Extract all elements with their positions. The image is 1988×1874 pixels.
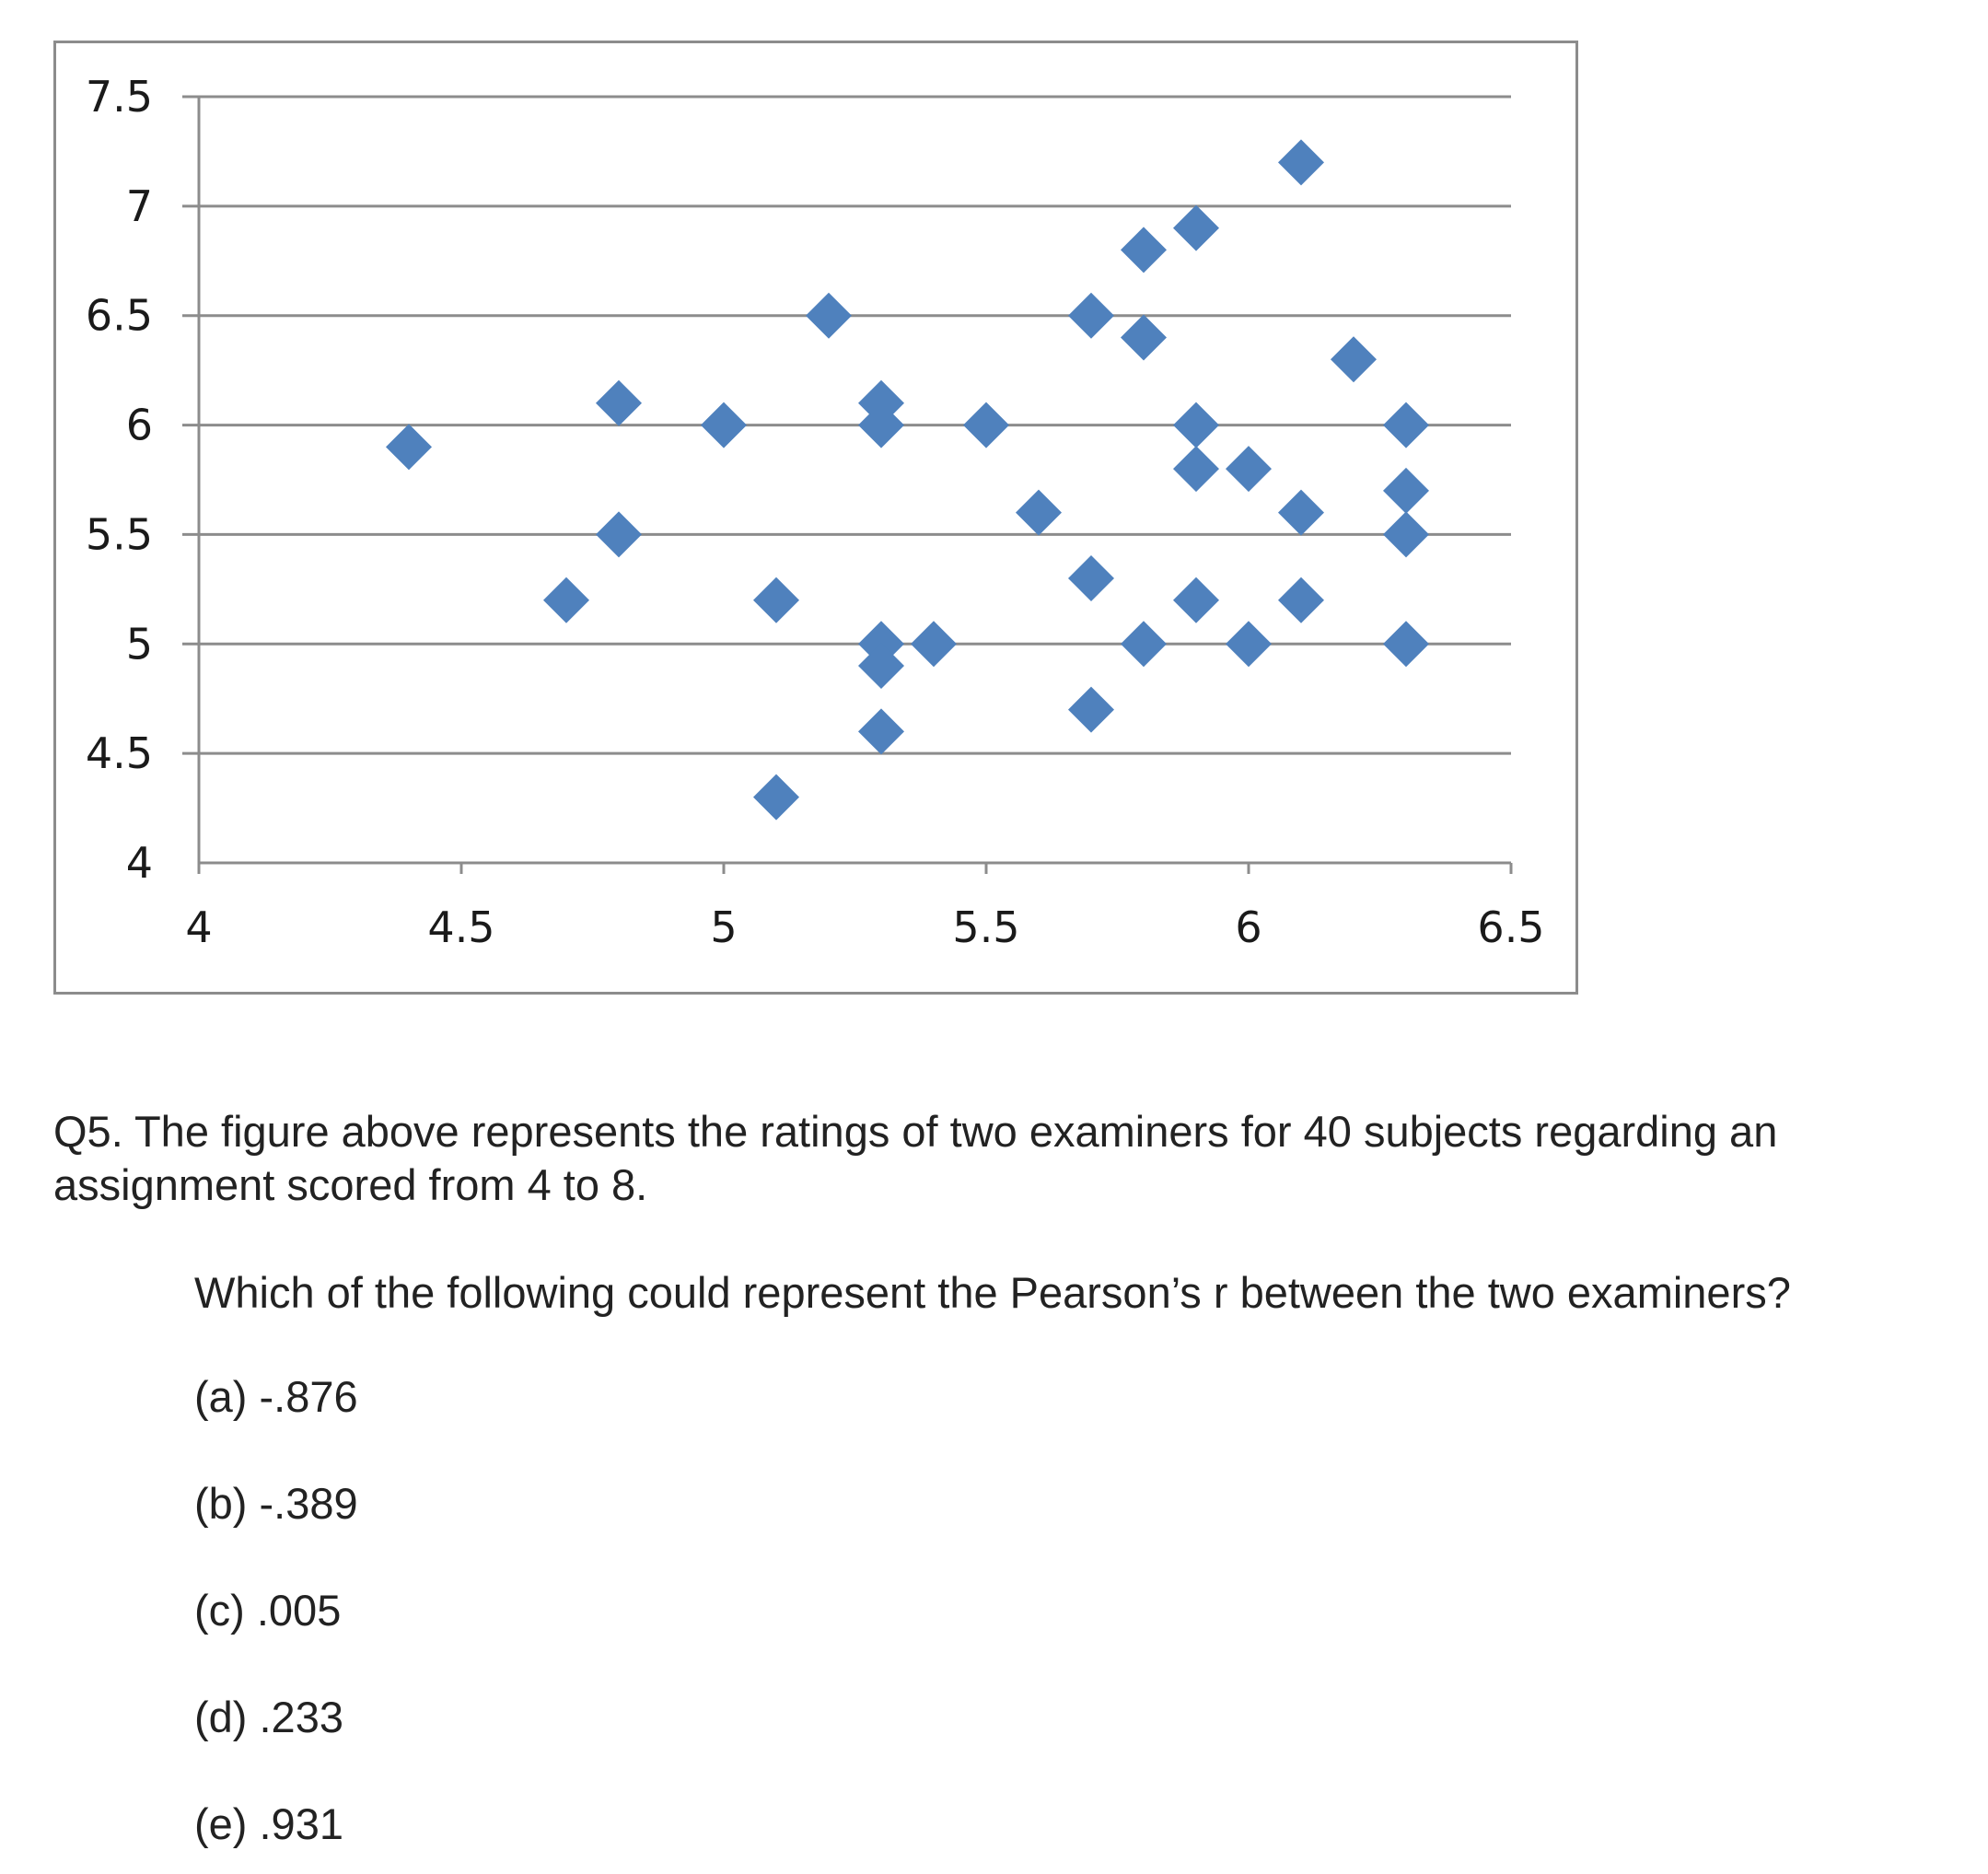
data-point — [386, 424, 432, 471]
data-point — [1068, 686, 1114, 733]
data-point — [1278, 489, 1324, 536]
gridlines — [182, 95, 1511, 755]
data-point — [1331, 336, 1377, 383]
tick-labels: 4 4.5 5 5.5 6 6.5 7 7.5 4 4.5 5 5.5 6 6.5 — [86, 72, 1545, 952]
data-point — [1226, 621, 1272, 668]
data-point — [1173, 576, 1219, 623]
x-tick-label: 6 — [1235, 902, 1261, 952]
data-point — [1278, 576, 1324, 623]
data-point — [963, 402, 1009, 448]
x-tick-label: 4.5 — [427, 902, 494, 952]
data-point — [858, 402, 904, 448]
data-point — [543, 576, 589, 623]
data-point — [1383, 621, 1429, 668]
data-point — [1226, 446, 1272, 493]
data-point — [1121, 227, 1167, 274]
data-point — [1173, 402, 1219, 448]
x-tick-label: 6.5 — [1477, 902, 1544, 952]
data-point — [1068, 292, 1114, 339]
y-tick-label: 6 — [126, 401, 153, 450]
option-b[interactable]: (b) -.389 — [194, 1479, 358, 1528]
data-point — [753, 774, 799, 821]
data-point — [1121, 621, 1167, 668]
data-points — [386, 139, 1429, 821]
x-tick-label: 5.5 — [952, 902, 1019, 952]
y-tick-label: 6.5 — [86, 291, 153, 341]
data-point — [1383, 467, 1429, 514]
scatter-chart: 4 4.5 5 5.5 6 6.5 7 7.5 4 4.5 5 5.5 6 6.5 — [53, 41, 1578, 995]
data-point — [1016, 489, 1062, 536]
data-point — [1173, 446, 1219, 493]
question-intro: Q5. The figure above represents the rati… — [53, 1107, 1778, 1209]
data-point — [911, 621, 957, 668]
data-point — [1121, 314, 1167, 361]
data-point — [858, 708, 904, 755]
y-tick-label: 4 — [126, 838, 153, 888]
data-point — [1173, 204, 1219, 251]
x-tick-label: 4 — [185, 902, 212, 952]
option-d[interactable]: (d) .233 — [194, 1693, 343, 1741]
data-point — [701, 402, 747, 448]
data-point — [596, 379, 642, 426]
option-e[interactable]: (e) .931 — [194, 1799, 343, 1848]
option-a[interactable]: (a) -.876 — [194, 1372, 358, 1421]
data-point — [1068, 554, 1114, 601]
y-tick-label: 7 — [126, 181, 153, 231]
y-tick-label: 4.5 — [86, 728, 153, 778]
data-point — [596, 511, 642, 558]
question-prompt: Which of the following could represent t… — [194, 1268, 1791, 1317]
data-point — [1383, 511, 1429, 558]
data-point — [1278, 139, 1324, 186]
data-point — [858, 643, 904, 690]
data-point — [1383, 402, 1429, 448]
y-tick-label: 5.5 — [86, 509, 153, 559]
data-point — [753, 576, 799, 623]
y-tick-label: 5 — [126, 619, 153, 669]
axes — [197, 97, 1513, 874]
y-tick-label: 7.5 — [86, 72, 153, 122]
option-c[interactable]: (c) .005 — [194, 1586, 342, 1635]
x-tick-label: 5 — [710, 902, 737, 952]
chart-plot: 4 4.5 5 5.5 6 6.5 7 7.5 4 4.5 5 5.5 6 6.5 — [86, 72, 1545, 952]
data-point — [806, 292, 852, 339]
